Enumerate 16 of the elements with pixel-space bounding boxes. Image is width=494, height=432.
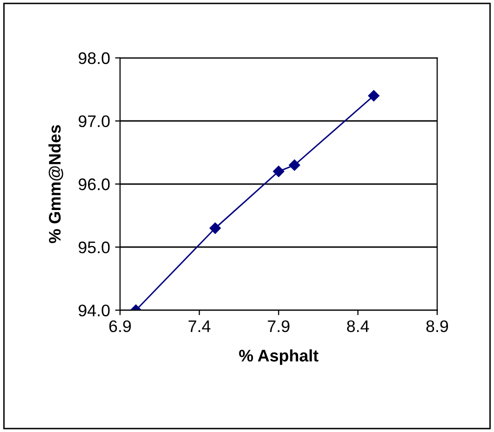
y-axis-title: % Gmm@Ndes — [48, 125, 64, 244]
x-tick-label: 8.4 — [347, 320, 369, 332]
x-tick-label: 6.9 — [109, 320, 131, 332]
x-tick-label: 8.9 — [426, 320, 448, 332]
y-tick-label: 98.0 — [78, 52, 110, 64]
x-axis-title: % Asphalt — [239, 349, 318, 365]
x-tick-label: 7.9 — [268, 320, 290, 332]
point — [273, 166, 284, 178]
point — [210, 222, 221, 234]
y-tick-label: 97.0 — [78, 115, 110, 128]
y-tick-label: 94.0 — [78, 304, 110, 316]
point — [288, 160, 300, 171]
point — [368, 90, 380, 102]
y-tick-label: 96.0 — [78, 178, 110, 190]
x-tick-label: 7.4 — [188, 320, 210, 332]
y-tick-label: 95.0 — [78, 242, 110, 254]
